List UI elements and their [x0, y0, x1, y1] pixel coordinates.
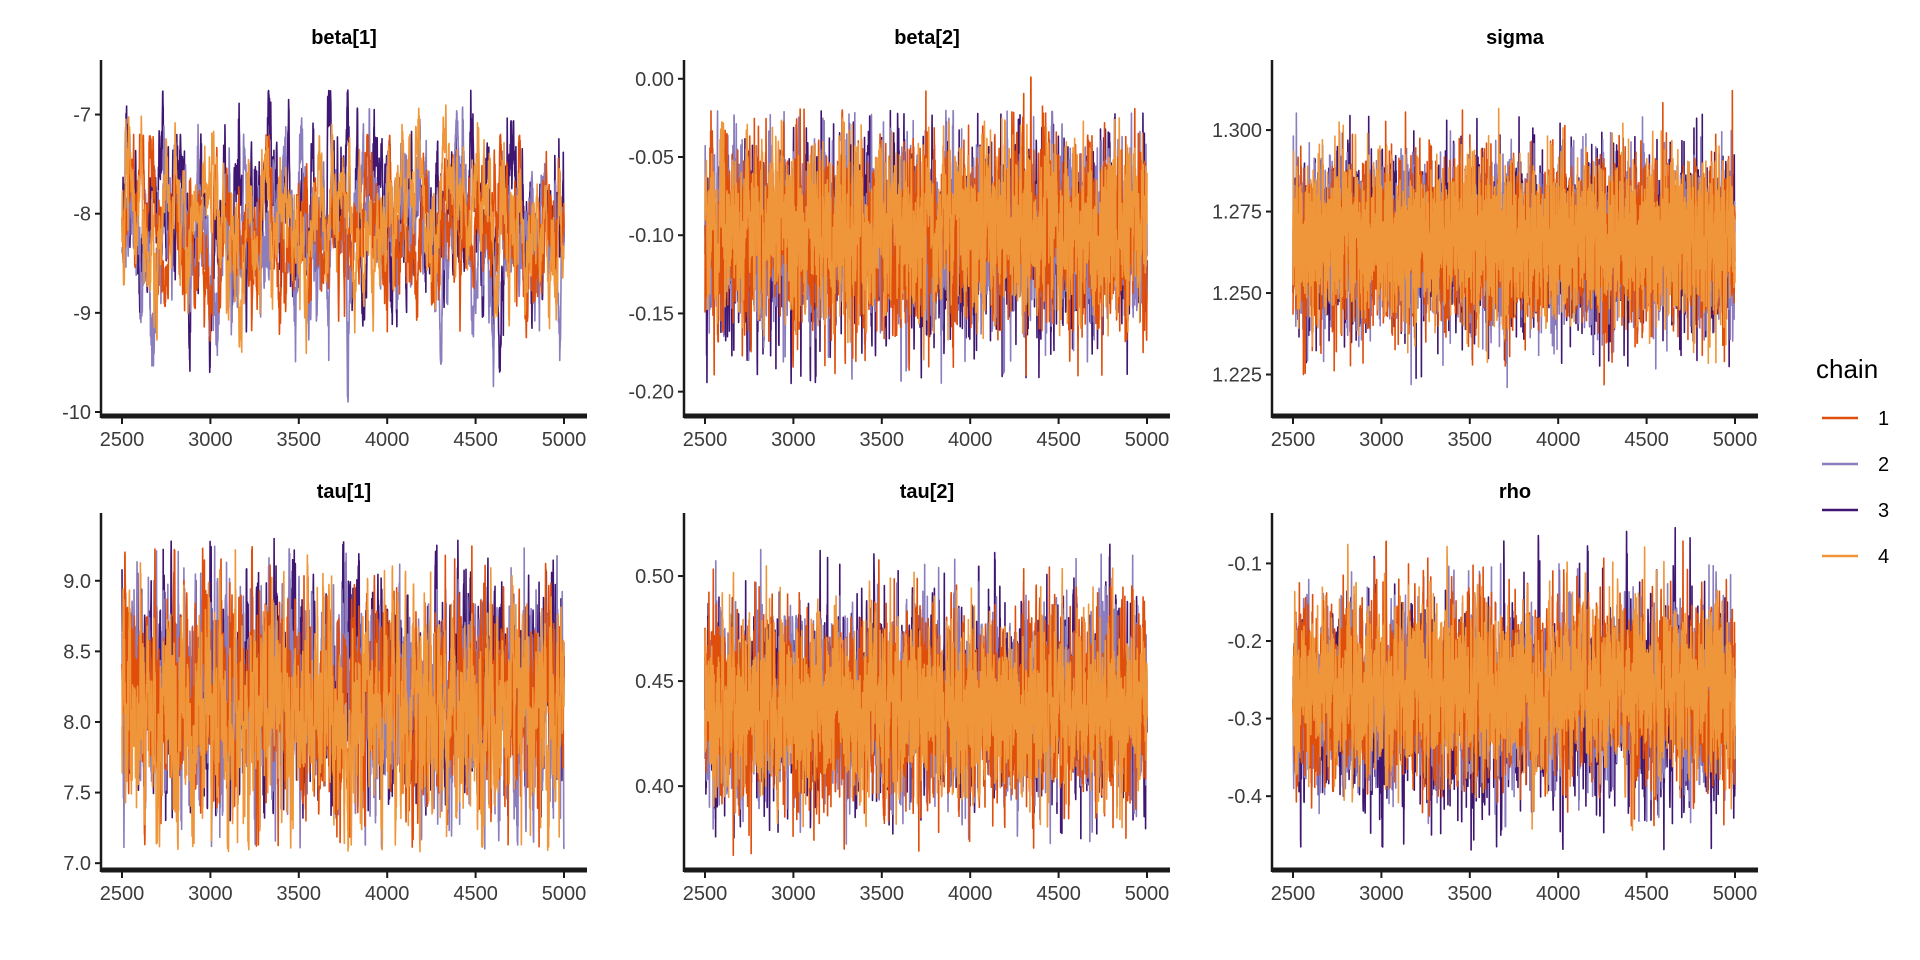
- x-tick-label-rho-2: 3500: [1448, 883, 1493, 905]
- x-tick-label-beta2-4: 4500: [1036, 429, 1081, 451]
- legend-label-chain-2: 2: [1878, 454, 1889, 476]
- trace-line-beta2-chain-4: [704, 117, 1148, 361]
- panel-title-rho: rho: [1499, 481, 1531, 503]
- legend-entry-4: 4: [1822, 546, 1889, 568]
- x-tick-label-tau2-1: 3000: [771, 883, 816, 905]
- trace-line-beta1-chain-4: [121, 104, 565, 355]
- y-tick-label-beta1-2: -9: [73, 303, 91, 325]
- x-tick-label-beta2-2: 3500: [860, 429, 905, 451]
- x-tick-label-tau2-4: 4500: [1036, 883, 1081, 905]
- y-tick-label-sigma-0: 1.300: [1212, 120, 1262, 142]
- y-tick-label-beta2-3: -0.15: [628, 303, 674, 325]
- y-tick-label-tau2-0: 0.50: [635, 566, 674, 588]
- traces-beta1: [121, 89, 565, 403]
- panel-title-beta1: beta[1]: [311, 27, 377, 49]
- x-tick-label-tau1-4: 4500: [453, 883, 498, 905]
- panel-title-tau2: tau[2]: [900, 481, 954, 503]
- y-tick-label-tau2-1: 0.45: [635, 671, 674, 693]
- y-tick-label-tau1-4: 7.0: [63, 853, 91, 875]
- traces-tau1: [121, 537, 565, 853]
- x-tick-label-tau2-5: 5000: [1125, 883, 1170, 905]
- y-tick-label-tau1-0: 9.0: [63, 571, 91, 593]
- trace-line-sigma-chain-4: [1292, 107, 1736, 365]
- x-tick-label-tau1-2: 3500: [277, 883, 322, 905]
- x-tick-label-sigma-1: 3000: [1359, 429, 1404, 451]
- chain-legend: chain 1 2 3 4: [1816, 354, 1889, 568]
- y-tick-label-tau1-2: 8.0: [63, 712, 91, 734]
- y-tick-label-sigma-2: 1.250: [1212, 283, 1262, 305]
- legend-label-chain-1: 1: [1878, 408, 1889, 430]
- y-tick-label-sigma-1: 1.275: [1212, 202, 1262, 224]
- y-tick-label-rho-0: -0.1: [1228, 553, 1262, 575]
- x-tick-label-beta1-0: 2500: [100, 429, 145, 451]
- x-tick-label-sigma-0: 2500: [1271, 429, 1316, 451]
- y-tick-label-beta1-1: -8: [73, 204, 91, 226]
- x-tick-label-beta1-4: 4500: [453, 429, 498, 451]
- x-tick-label-tau1-0: 2500: [100, 883, 145, 905]
- trace-line-tau2-chain-4: [704, 564, 1148, 829]
- x-tick-label-sigma-3: 4000: [1536, 429, 1581, 451]
- x-tick-label-sigma-2: 3500: [1448, 429, 1493, 451]
- y-tick-label-sigma-3: 1.225: [1212, 365, 1262, 387]
- panel-beta1: beta[1] -7 -8 -9 -10 2500 3000 3500 4000 4500 5000: [62, 27, 587, 451]
- traces-tau2: [704, 543, 1148, 857]
- traces-sigma: [1292, 89, 1736, 389]
- y-tick-label-beta1-3: -10: [62, 402, 91, 424]
- x-tick-label-beta2-3: 4000: [948, 429, 993, 451]
- panel-rho: rho -0.1 -0.2 -0.3 -0.4 2500 3000 3500 4000 4500 5…: [1228, 481, 1758, 905]
- x-tick-label-tau2-0: 2500: [683, 883, 728, 905]
- x-tick-label-beta1-2: 3500: [277, 429, 322, 451]
- panel-sigma: sigma 1.300 1.275 1.250 1.225 2500 3000 3500 400…: [1212, 27, 1758, 451]
- y-tick-label-beta1-0: -7: [73, 105, 91, 127]
- y-tick-label-beta2-0: 0.00: [635, 69, 674, 91]
- panel-title-beta2: beta[2]: [894, 27, 960, 49]
- panel-title-sigma: sigma: [1486, 27, 1545, 49]
- traces-beta2: [704, 76, 1148, 385]
- legend-entry-3: 3: [1822, 500, 1889, 522]
- x-tick-label-sigma-4: 4500: [1624, 429, 1669, 451]
- legend-entry-1: 1: [1822, 408, 1889, 430]
- y-tick-label-beta2-2: -0.10: [628, 225, 674, 247]
- y-tick-label-beta2-1: -0.05: [628, 147, 674, 169]
- x-tick-label-beta1-1: 3000: [188, 429, 233, 451]
- x-tick-label-rho-0: 2500: [1271, 883, 1316, 905]
- x-tick-label-sigma-5: 5000: [1713, 429, 1758, 451]
- trace-line-beta1-chain-1: [121, 133, 565, 342]
- x-tick-label-tau2-2: 3500: [860, 883, 905, 905]
- y-tick-label-rho-1: -0.2: [1228, 631, 1262, 653]
- x-tick-label-beta1-5: 5000: [542, 429, 587, 451]
- x-tick-label-beta1-3: 4000: [365, 429, 410, 451]
- x-tick-label-rho-4: 4500: [1624, 883, 1669, 905]
- facet-panels: beta[1] -7 -8 -9 -10 2500 3000 3500 4000 4500 5000…: [62, 27, 1758, 905]
- y-tick-label-tau1-3: 7.5: [63, 783, 91, 805]
- x-tick-label-rho-3: 4000: [1536, 883, 1581, 905]
- panel-tau1: tau[1] 9.0 8.5 8.0 7.5 7.0 2500 3000 3500 4000 450…: [63, 481, 587, 905]
- x-tick-label-tau2-3: 4000: [948, 883, 993, 905]
- x-tick-label-rho-1: 3000: [1359, 883, 1404, 905]
- x-tick-label-rho-5: 5000: [1713, 883, 1758, 905]
- legend-label-chain-4: 4: [1878, 546, 1889, 568]
- panel-title-tau1: tau[1]: [317, 481, 371, 503]
- legend-title: chain: [1816, 354, 1878, 384]
- legend-entry-2: 2: [1822, 454, 1889, 476]
- trace-line-tau1-chain-4: [121, 549, 565, 853]
- x-tick-label-tau1-1: 3000: [188, 883, 233, 905]
- x-tick-label-beta2-5: 5000: [1125, 429, 1170, 451]
- y-tick-label-tau1-1: 8.5: [63, 641, 91, 663]
- trace-line-rho-chain-4: [1292, 543, 1736, 832]
- panel-tau2: tau[2] 0.50 0.45 0.40 2500 3000 3500 4000 4500 50…: [635, 481, 1170, 905]
- legend-label-chain-3: 3: [1878, 500, 1889, 522]
- y-tick-label-beta2-4: -0.20: [628, 382, 674, 404]
- x-tick-label-beta2-0: 2500: [683, 429, 728, 451]
- x-tick-label-tau1-5: 5000: [542, 883, 587, 905]
- y-tick-label-tau2-2: 0.40: [635, 776, 674, 798]
- x-tick-label-tau1-3: 4000: [365, 883, 410, 905]
- x-tick-label-beta2-1: 3000: [771, 429, 816, 451]
- y-tick-label-rho-3: -0.4: [1228, 786, 1262, 808]
- panel-beta2: beta[2] 0.00 -0.05 -0.10 -0.15 -0.20 2500 3000 3…: [628, 27, 1170, 451]
- traces-rho: [1292, 526, 1736, 851]
- y-tick-label-rho-2: -0.3: [1228, 709, 1262, 731]
